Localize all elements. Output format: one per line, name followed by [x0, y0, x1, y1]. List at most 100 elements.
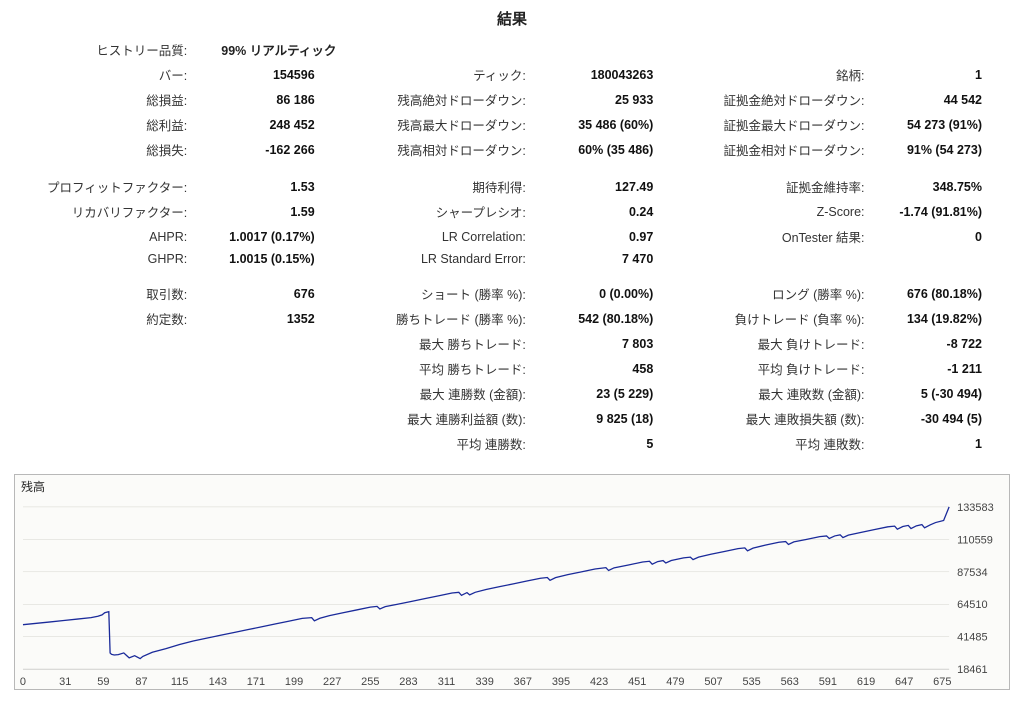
stat-label: ティック: — [343, 62, 532, 87]
stat-label: 証拠金絶対ドローダウン: — [681, 87, 870, 112]
stat-value: 86 186 — [193, 87, 342, 112]
stat-value: 0.97 — [532, 224, 681, 249]
stat-label: Z-Score: — [681, 199, 870, 224]
stat-label: 最大 連勝利益額 (数): — [343, 406, 532, 431]
svg-text:367: 367 — [514, 676, 532, 688]
svg-text:87: 87 — [135, 676, 147, 688]
stat-label: 最大 負けトレード: — [681, 331, 870, 356]
stat-label: シャープレシオ: — [343, 199, 532, 224]
svg-text:283: 283 — [399, 676, 417, 688]
page-title: 結果 — [14, 8, 1010, 29]
stat-label: LR Correlation: — [343, 224, 532, 249]
stat-label — [14, 406, 193, 431]
svg-text:619: 619 — [857, 676, 875, 688]
svg-text:535: 535 — [742, 676, 760, 688]
stat-value: 9 825 (18) — [532, 406, 681, 431]
svg-text:143: 143 — [209, 676, 227, 688]
stat-value: 676 (80.18%) — [871, 281, 1010, 306]
stat-value — [193, 356, 342, 381]
stat-label: 最大 連勝数 (金額): — [343, 381, 532, 406]
stat-value: 99% リアルティック — [193, 37, 342, 62]
stat-value — [193, 406, 342, 431]
stat-value: 44 542 — [871, 87, 1010, 112]
stat-value: -8 722 — [871, 331, 1010, 356]
stat-value: 180043263 — [532, 62, 681, 87]
stat-label — [14, 431, 193, 456]
stat-value: 91% (54 273) — [871, 137, 1010, 162]
stat-value: -1.74 (91.81%) — [871, 199, 1010, 224]
stat-value: 54 273 (91%) — [871, 112, 1010, 137]
stat-value: -162 266 — [193, 137, 342, 162]
stat-label: AHPR: — [14, 224, 193, 249]
stat-label: 証拠金相対ドローダウン: — [681, 137, 870, 162]
stat-label: LR Standard Error: — [343, 249, 532, 269]
stat-value: 23 (5 229) — [532, 381, 681, 406]
stat-value: 676 — [193, 281, 342, 306]
stat-value: 25 933 — [532, 87, 681, 112]
svg-text:339: 339 — [476, 676, 494, 688]
chart-title: 残高 — [21, 478, 45, 495]
stat-label: GHPR: — [14, 249, 193, 269]
stat-value: -1 211 — [871, 356, 1010, 381]
stat-value — [193, 381, 342, 406]
svg-text:451: 451 — [628, 676, 646, 688]
stat-value: 5 — [532, 431, 681, 456]
svg-text:59: 59 — [97, 676, 109, 688]
stat-label: 証拠金最大ドローダウン: — [681, 112, 870, 137]
stat-value: 7 470 — [532, 249, 681, 269]
stat-label: 残高絶対ドローダウン: — [343, 87, 532, 112]
stat-value: 1352 — [193, 306, 342, 331]
svg-text:591: 591 — [819, 676, 837, 688]
stat-value: 7 803 — [532, 331, 681, 356]
svg-text:171: 171 — [247, 676, 265, 688]
svg-text:311: 311 — [438, 676, 455, 688]
stat-label: 平均 勝ちトレード: — [343, 356, 532, 381]
svg-text:647: 647 — [895, 676, 913, 688]
stat-value: 458 — [532, 356, 681, 381]
stat-label: 銘柄: — [681, 62, 870, 87]
stat-label: 最大 勝ちトレード: — [343, 331, 532, 356]
stat-value: 348.75% — [871, 174, 1010, 199]
stat-value — [193, 431, 342, 456]
stat-label: 平均 連勝数: — [343, 431, 532, 456]
stat-label: 最大 連敗数 (金額): — [681, 381, 870, 406]
svg-text:675: 675 — [933, 676, 951, 688]
svg-text:87534: 87534 — [957, 567, 987, 579]
stat-value: 127.49 — [532, 174, 681, 199]
stat-label — [14, 331, 193, 356]
stat-value: 5 (-30 494) — [871, 381, 1010, 406]
svg-text:115: 115 — [171, 676, 188, 688]
stat-label: 総損失: — [14, 137, 193, 162]
stat-value: 154596 — [193, 62, 342, 87]
stat-label: 残高最大ドローダウン: — [343, 112, 532, 137]
stat-value: 1.0017 (0.17%) — [193, 224, 342, 249]
stat-value: 1 — [871, 62, 1010, 87]
svg-text:18461: 18461 — [957, 664, 987, 676]
equity-chart: 残高 0315987115143171199227255283311339367… — [14, 474, 1010, 690]
stat-label: ヒストリー品質: — [14, 37, 193, 62]
stat-value: -30 494 (5) — [871, 406, 1010, 431]
svg-text:255: 255 — [361, 676, 379, 688]
svg-text:423: 423 — [590, 676, 608, 688]
stat-value: 0 (0.00%) — [532, 281, 681, 306]
stat-value: 60% (35 486) — [532, 137, 681, 162]
stat-label: 勝ちトレード (勝率 %): — [343, 306, 532, 331]
stat-label: 約定数: — [14, 306, 193, 331]
stat-label: 総損益: — [14, 87, 193, 112]
svg-text:0: 0 — [20, 676, 26, 688]
stat-value: 134 (19.82%) — [871, 306, 1010, 331]
stat-value: 542 (80.18%) — [532, 306, 681, 331]
stat-value: 248 452 — [193, 112, 342, 137]
stat-label: 証拠金維持率: — [681, 174, 870, 199]
svg-text:479: 479 — [666, 676, 684, 688]
svg-text:41485: 41485 — [957, 632, 987, 644]
stat-value: 1 — [871, 431, 1010, 456]
stat-label: 最大 連敗損失額 (数): — [681, 406, 870, 431]
stat-label: バー: — [14, 62, 193, 87]
stat-value: 1.53 — [193, 174, 342, 199]
stat-label: プロフィットファクター: — [14, 174, 193, 199]
svg-text:31: 31 — [59, 676, 71, 688]
stat-label: 平均 負けトレード: — [681, 356, 870, 381]
stat-value — [193, 331, 342, 356]
stat-label: ショート (勝率 %): — [343, 281, 532, 306]
